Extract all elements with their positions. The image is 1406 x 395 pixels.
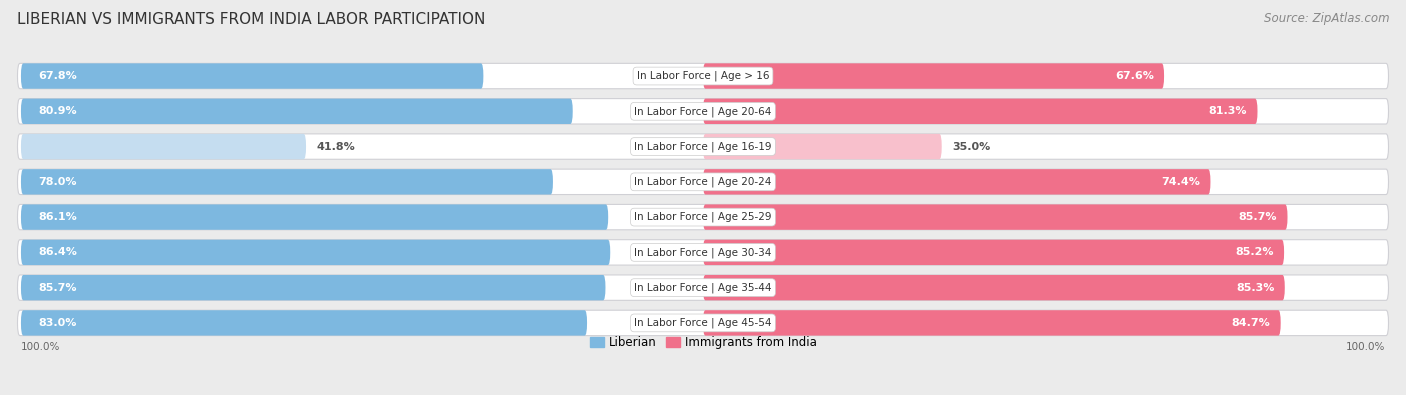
FancyBboxPatch shape	[21, 310, 588, 336]
Text: In Labor Force | Age 25-29: In Labor Force | Age 25-29	[634, 212, 772, 222]
Text: 41.8%: 41.8%	[316, 141, 356, 152]
FancyBboxPatch shape	[21, 240, 610, 265]
Text: In Labor Force | Age 45-54: In Labor Force | Age 45-54	[634, 318, 772, 328]
FancyBboxPatch shape	[703, 275, 1285, 300]
FancyBboxPatch shape	[703, 205, 1288, 230]
Text: 100.0%: 100.0%	[21, 342, 60, 352]
Text: In Labor Force | Age 20-64: In Labor Force | Age 20-64	[634, 106, 772, 117]
FancyBboxPatch shape	[17, 310, 1389, 336]
FancyBboxPatch shape	[21, 169, 553, 194]
Text: 67.8%: 67.8%	[38, 71, 77, 81]
Text: 74.4%: 74.4%	[1161, 177, 1201, 187]
FancyBboxPatch shape	[703, 134, 942, 159]
FancyBboxPatch shape	[17, 169, 1389, 194]
Text: Source: ZipAtlas.com: Source: ZipAtlas.com	[1264, 12, 1389, 25]
Text: 86.4%: 86.4%	[38, 247, 77, 258]
FancyBboxPatch shape	[17, 275, 1389, 300]
Legend: Liberian, Immigrants from India: Liberian, Immigrants from India	[585, 331, 821, 354]
FancyBboxPatch shape	[703, 240, 1284, 265]
Text: 78.0%: 78.0%	[38, 177, 77, 187]
FancyBboxPatch shape	[21, 63, 484, 89]
Text: In Labor Force | Age 20-24: In Labor Force | Age 20-24	[634, 177, 772, 187]
FancyBboxPatch shape	[703, 99, 1257, 124]
Text: 81.3%: 81.3%	[1209, 106, 1247, 116]
FancyBboxPatch shape	[21, 205, 609, 230]
FancyBboxPatch shape	[17, 240, 1389, 265]
Text: LIBERIAN VS IMMIGRANTS FROM INDIA LABOR PARTICIPATION: LIBERIAN VS IMMIGRANTS FROM INDIA LABOR …	[17, 12, 485, 27]
FancyBboxPatch shape	[17, 205, 1389, 230]
Text: In Labor Force | Age 30-34: In Labor Force | Age 30-34	[634, 247, 772, 258]
Text: 85.7%: 85.7%	[1239, 212, 1277, 222]
Text: In Labor Force | Age 35-44: In Labor Force | Age 35-44	[634, 282, 772, 293]
Text: 83.0%: 83.0%	[38, 318, 76, 328]
Text: 35.0%: 35.0%	[952, 141, 990, 152]
Text: 85.2%: 85.2%	[1236, 247, 1274, 258]
FancyBboxPatch shape	[703, 169, 1211, 194]
FancyBboxPatch shape	[17, 63, 1389, 89]
Text: 67.6%: 67.6%	[1115, 71, 1154, 81]
FancyBboxPatch shape	[17, 99, 1389, 124]
FancyBboxPatch shape	[703, 310, 1281, 336]
Text: In Labor Force | Age 16-19: In Labor Force | Age 16-19	[634, 141, 772, 152]
Text: In Labor Force | Age > 16: In Labor Force | Age > 16	[637, 71, 769, 81]
Text: 100.0%: 100.0%	[1346, 342, 1385, 352]
Text: 85.7%: 85.7%	[38, 283, 77, 293]
FancyBboxPatch shape	[17, 134, 1389, 159]
Text: 86.1%: 86.1%	[38, 212, 77, 222]
Text: 85.3%: 85.3%	[1236, 283, 1274, 293]
Text: 80.9%: 80.9%	[38, 106, 77, 116]
FancyBboxPatch shape	[21, 275, 606, 300]
FancyBboxPatch shape	[21, 134, 307, 159]
Text: 84.7%: 84.7%	[1232, 318, 1271, 328]
FancyBboxPatch shape	[703, 63, 1164, 89]
FancyBboxPatch shape	[21, 99, 572, 124]
